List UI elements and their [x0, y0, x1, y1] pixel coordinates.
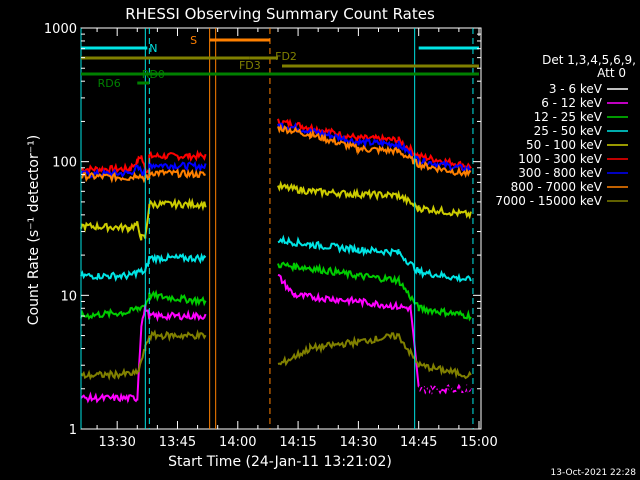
- legend-entry-label: 3 - 6 keV: [549, 82, 603, 96]
- series-25-50-kev-line: [80, 252, 207, 283]
- series-300-800-kev-line: [80, 160, 207, 180]
- legend-entry-label: 100 - 300 keV: [518, 152, 602, 166]
- series-3-6-kev-line-second-orbit: [277, 381, 472, 396]
- legend-entry-label: 50 - 100 keV: [526, 138, 603, 152]
- x-tick-label: 14:30: [340, 435, 377, 450]
- series-7000-15000-kev-line: [80, 329, 207, 381]
- flag-label-s: S: [190, 34, 197, 47]
- legend-entry-label: 12 - 25 keV: [534, 110, 603, 124]
- y-tick-label: 1000: [44, 22, 77, 37]
- legend-attenuator-header: Att 0: [597, 66, 626, 80]
- series-100-300-kev-line-second-orbit: [277, 118, 472, 171]
- series-25-50-kev-line-second-orbit: [277, 234, 472, 283]
- series-50-100-kev-line-second-orbit: [277, 180, 472, 220]
- x-tick-label: 14:00: [219, 435, 256, 450]
- y-tick-label: 10: [60, 289, 77, 304]
- chart-title: RHESSI Observing Summary Count Rates: [125, 5, 435, 23]
- flag-layer: N S FD2 FD3 RD0 RD6: [81, 34, 479, 90]
- series-layer: [80, 118, 472, 413]
- x-tick-label: 14:15: [279, 435, 316, 450]
- x-axis-label: Start Time (24-Jan-11 13:21:02): [168, 454, 392, 470]
- series-800-7000-kev-line-second-orbit: [277, 123, 472, 179]
- flag-label-rd6: RD6: [98, 77, 121, 90]
- series-300-800-kev-line-second-orbit: [277, 121, 471, 173]
- flag-label-fd3: FD3: [239, 59, 261, 72]
- series-12-25-kev-line-second-orbit: [277, 261, 472, 322]
- x-tick-label: 15:00: [460, 435, 497, 450]
- series-3-6-kev-line: [80, 398, 207, 413]
- series-12-25-kev-line: [80, 289, 207, 321]
- legend-detector-header: Det 1,3,4,5,6,9,: [542, 53, 636, 67]
- flag-label-fd2: FD2: [275, 50, 297, 63]
- legend-entry-label: 7000 - 15000 keV: [495, 194, 602, 208]
- series-6-12-kev-line: [80, 305, 207, 405]
- axis-layer: 13:30 13:45 14:00 14:15 14:30 14:45 15:00 1 10 10…: [44, 22, 498, 450]
- legend-entry-label: 25 - 50 keV: [534, 124, 603, 138]
- flag-label-rd0: RD0: [142, 68, 165, 81]
- y-axis-label: Count Rate (s⁻¹ detector⁻¹): [26, 135, 42, 325]
- x-tick-label: 13:45: [159, 435, 196, 450]
- legend-entry-label: 300 - 800 keV: [518, 166, 602, 180]
- date-stamp: 13-Oct-2021 22:28: [551, 468, 637, 478]
- x-tick-label: 13:30: [98, 435, 135, 450]
- x-tick-label: 14:45: [400, 435, 437, 450]
- plot-frame: [80, 27, 482, 430]
- series-7000-15000-kev-line-second-orbit: [277, 332, 472, 380]
- flag-label-n: N: [149, 42, 157, 55]
- series-6-12-kev-line-second-orbit: [277, 273, 472, 395]
- legend-entry-label: 800 - 7000 keV: [511, 180, 603, 194]
- legend-entry-label: 6 - 12 keV: [541, 96, 603, 110]
- marker-layer: [80, 28, 474, 429]
- series-50-100-kev-line: [80, 197, 207, 241]
- y-tick-label: 1: [69, 423, 77, 438]
- y-tick-label: 100: [52, 156, 77, 171]
